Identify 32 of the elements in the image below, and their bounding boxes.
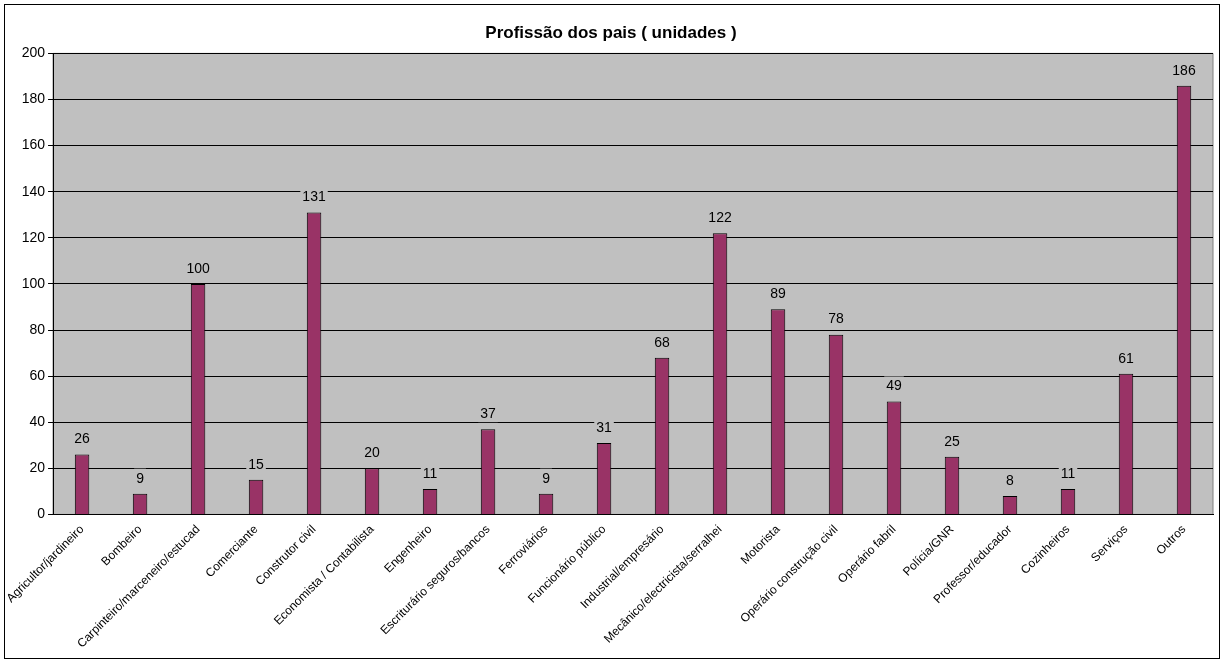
data-label: 68	[654, 333, 671, 350]
y-tick-label: 40	[29, 413, 46, 430]
data-label: 89	[770, 285, 787, 302]
data-label: 37	[480, 405, 497, 422]
data-label: 78	[828, 310, 845, 327]
y-tick-label: 0	[37, 505, 46, 522]
y-tick-label: 120	[21, 228, 46, 245]
y-tick-label: 200	[21, 44, 46, 61]
data-label: 186	[1172, 61, 1196, 78]
y-tick-label: 140	[21, 182, 46, 199]
data-label: 8	[1006, 471, 1015, 488]
y-tick-label: 20	[29, 459, 46, 476]
y-tick-label: 100	[21, 274, 46, 291]
data-label: 26	[74, 430, 91, 447]
data-label: 9	[136, 469, 145, 486]
data-label: 25	[944, 432, 961, 449]
data-label: 15	[248, 455, 265, 472]
data-label: 9	[542, 469, 551, 486]
data-label: 20	[364, 444, 381, 461]
data-label: 61	[1118, 349, 1134, 366]
y-tick-label: 80	[29, 320, 46, 337]
data-label: 31	[596, 418, 613, 435]
data-label: 100	[186, 259, 210, 276]
data-label: 49	[886, 377, 903, 394]
y-tick-label: 60	[29, 366, 46, 383]
chart-title: Profissão dos pais ( unidades )	[485, 22, 737, 42]
data-label: 131	[302, 188, 326, 205]
data-label: 11	[422, 464, 438, 481]
y-tick-label: 160	[21, 136, 46, 153]
data-label: 122	[708, 209, 732, 226]
y-tick-label: 180	[21, 90, 46, 107]
data-label: 11	[1060, 464, 1076, 481]
